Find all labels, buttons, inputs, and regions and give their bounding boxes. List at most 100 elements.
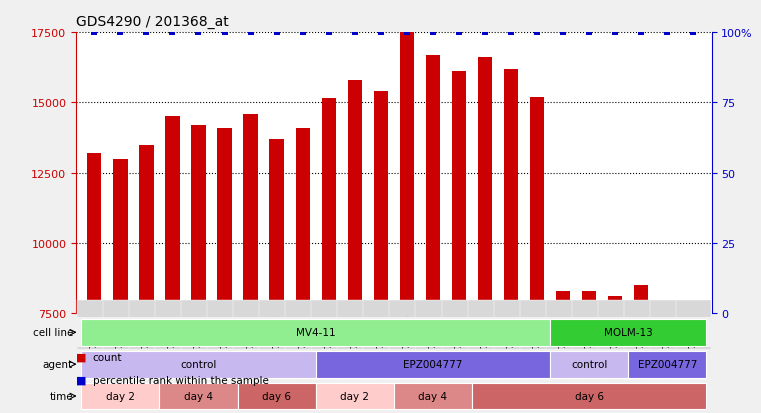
Text: MV4-11: MV4-11 [296,328,336,337]
Point [297,30,309,36]
Bar [452,72,466,313]
Point [114,30,126,36]
Bar [628,351,706,377]
Text: GSM739156: GSM739156 [454,313,463,366]
Point [349,30,361,36]
Bar [478,58,492,313]
Bar [237,383,316,409]
Text: GSM739150: GSM739150 [376,313,385,366]
Bar [81,383,160,409]
Point [453,30,465,36]
Bar [504,69,518,313]
Text: count: count [93,352,123,362]
Text: GSM739158: GSM739158 [194,313,203,366]
Text: GSM739160: GSM739160 [480,313,489,366]
Bar [322,99,336,313]
Point [140,30,152,36]
Text: GSM739165: GSM739165 [298,313,307,366]
Text: control: control [571,359,607,369]
Bar [634,285,648,313]
Text: EPZ004777: EPZ004777 [638,359,697,369]
Point [374,30,387,36]
Point [167,30,179,36]
Point [427,30,439,36]
Bar [316,351,550,377]
Text: agent: agent [43,359,73,369]
Bar [295,128,310,313]
Bar [556,291,570,313]
Text: GSM739166: GSM739166 [637,313,646,366]
Bar [316,383,394,409]
Bar [374,92,388,313]
Text: GSM739159: GSM739159 [220,313,229,366]
Text: GSM739155: GSM739155 [428,313,438,366]
Text: ■: ■ [76,352,87,362]
Text: control: control [180,359,217,369]
Point [687,30,699,36]
Bar [244,114,258,313]
Text: time: time [49,391,73,401]
Bar [530,97,544,313]
Text: GSM739157: GSM739157 [168,313,177,366]
Bar [686,311,700,313]
Text: GSM739148: GSM739148 [324,313,333,366]
Point [505,30,517,36]
Bar [191,126,205,313]
Text: GSM739153: GSM739153 [142,313,151,366]
Point [557,30,569,36]
Bar [139,145,154,313]
Bar [400,33,414,313]
Bar [165,117,180,313]
Text: GSM739163: GSM739163 [246,313,255,366]
Bar [472,383,706,409]
Bar [348,81,362,313]
Text: cell line: cell line [33,328,73,337]
Point [661,30,673,36]
Point [609,30,621,36]
Bar [608,297,622,313]
Text: GSM739151: GSM739151 [90,313,99,366]
Text: day 4: day 4 [419,391,447,401]
Text: GSM739154: GSM739154 [403,313,412,366]
Point [271,30,283,36]
Text: day 2: day 2 [340,391,369,401]
Bar [660,311,674,313]
Bar [425,55,440,313]
Point [323,30,335,36]
Point [218,30,231,36]
Text: EPZ004777: EPZ004777 [403,359,463,369]
Bar [81,319,550,346]
Text: MOLM-13: MOLM-13 [603,328,653,337]
Point [479,30,491,36]
Bar [582,291,597,313]
Text: GSM739169: GSM739169 [559,313,568,366]
Text: GSM739170: GSM739170 [584,313,594,366]
Point [244,30,256,36]
Text: GSM739149: GSM739149 [350,313,359,366]
Text: GSM739162: GSM739162 [533,313,542,366]
Text: GSM739164: GSM739164 [272,313,281,366]
Bar [113,159,128,313]
Text: GDS4290 / 201368_at: GDS4290 / 201368_at [76,15,229,29]
Text: day 2: day 2 [106,391,135,401]
Text: ■: ■ [76,375,87,385]
Text: GSM739171: GSM739171 [610,313,619,366]
Bar [550,351,628,377]
Text: day 6: day 6 [262,391,291,401]
Bar [88,154,101,313]
Bar [550,319,706,346]
Point [88,30,100,36]
Text: percentile rank within the sample: percentile rank within the sample [93,375,269,385]
Text: GSM739167: GSM739167 [663,313,672,366]
Point [531,30,543,36]
Point [583,30,595,36]
Text: GSM739168: GSM739168 [689,313,698,366]
Bar [218,128,231,313]
Text: day 4: day 4 [184,391,213,401]
Point [401,30,413,36]
Point [193,30,205,36]
Bar [81,351,316,377]
Text: GSM739161: GSM739161 [507,313,515,366]
Bar [160,383,237,409]
Bar [269,140,284,313]
